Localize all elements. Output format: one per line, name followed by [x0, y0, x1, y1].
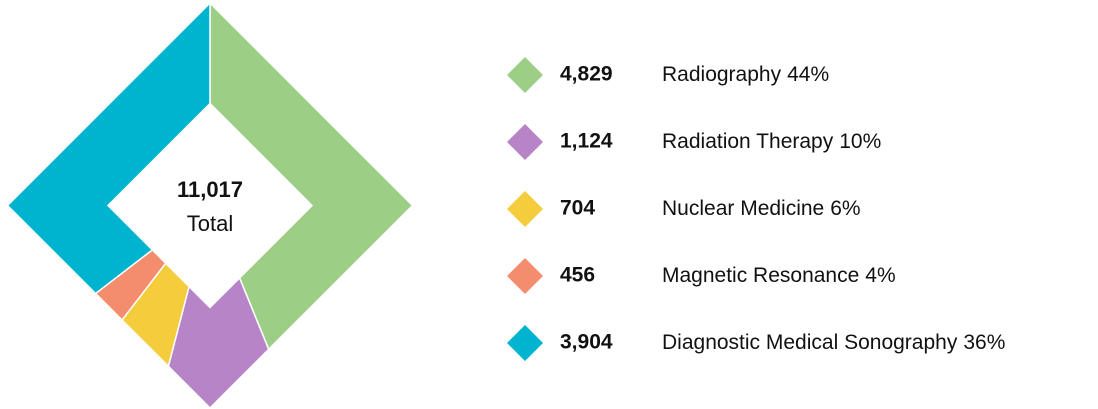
legend-percent: 6%: [830, 197, 860, 220]
legend-percent: 44%: [787, 63, 829, 86]
legend-label: Radiography 44%: [662, 63, 829, 86]
legend-label: Diagnostic Medical Sonography 36%: [662, 331, 1005, 354]
legend-swatch: [507, 325, 543, 361]
legend-value: 4,829: [560, 63, 613, 86]
total-caption: Total: [187, 211, 233, 236]
legend-name: Radiography: [662, 63, 782, 86]
legend-swatch: [507, 258, 543, 294]
legend-swatch: [507, 57, 543, 93]
legend-swatch: [507, 191, 543, 227]
legend-value: 704: [560, 197, 595, 220]
legend-label: Radiation Therapy 10%: [662, 130, 881, 153]
legend-label: Magnetic Resonance 4%: [662, 264, 896, 287]
legend-value: 456: [560, 264, 595, 287]
total-value: 11,017: [177, 177, 243, 202]
legend-name: Nuclear Medicine: [662, 197, 824, 220]
legend: 4,829 Radiography 44% 1,124 Radiation Therap…: [507, 57, 1005, 361]
donut: [6, 1, 414, 409]
legend-value: 3,904: [560, 331, 613, 354]
donut-segment: [6, 1, 211, 295]
legend-name: Diagnostic Medical Sonography: [662, 331, 958, 354]
legend-value: 1,124: [560, 130, 613, 153]
legend-name: Radiation Therapy: [662, 130, 834, 153]
legend-percent: 4%: [865, 264, 895, 287]
legend-label: Nuclear Medicine 6%: [662, 197, 861, 220]
legend-percent: 36%: [963, 331, 1005, 354]
legend-percent: 10%: [839, 130, 881, 153]
legend-swatch: [507, 124, 543, 160]
legend-name: Magnetic Resonance: [662, 264, 859, 287]
